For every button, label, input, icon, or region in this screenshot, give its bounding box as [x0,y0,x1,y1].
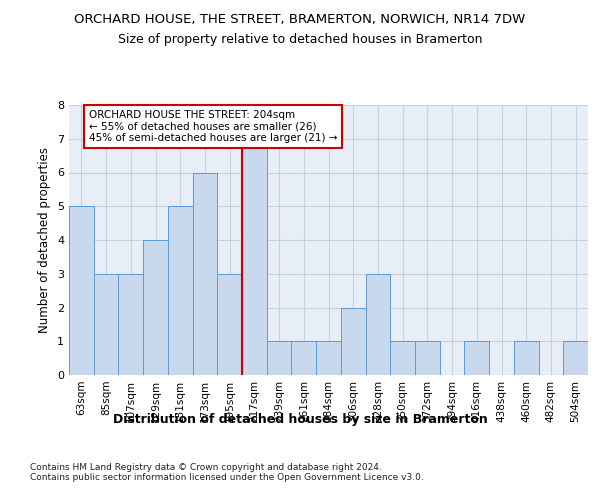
Bar [193,172,217,375]
Bar [267,341,292,375]
Bar [464,341,489,375]
Bar [118,274,143,375]
Bar [316,341,341,375]
Bar [563,341,588,375]
Bar [168,206,193,375]
Text: Contains HM Land Registry data © Crown copyright and database right 2024.
Contai: Contains HM Land Registry data © Crown c… [30,462,424,482]
Bar [242,138,267,375]
Bar [69,206,94,375]
Bar [514,341,539,375]
Bar [390,341,415,375]
Bar [365,274,390,375]
Bar [94,274,118,375]
Y-axis label: Number of detached properties: Number of detached properties [38,147,52,333]
Text: ORCHARD HOUSE, THE STREET, BRAMERTON, NORWICH, NR14 7DW: ORCHARD HOUSE, THE STREET, BRAMERTON, NO… [74,12,526,26]
Bar [143,240,168,375]
Text: Size of property relative to detached houses in Bramerton: Size of property relative to detached ho… [118,32,482,46]
Bar [415,341,440,375]
Text: ORCHARD HOUSE THE STREET: 204sqm
← 55% of detached houses are smaller (26)
45% o: ORCHARD HOUSE THE STREET: 204sqm ← 55% o… [89,110,337,144]
Bar [341,308,365,375]
Bar [217,274,242,375]
Text: Distribution of detached houses by size in Bramerton: Distribution of detached houses by size … [113,412,487,426]
Bar [292,341,316,375]
